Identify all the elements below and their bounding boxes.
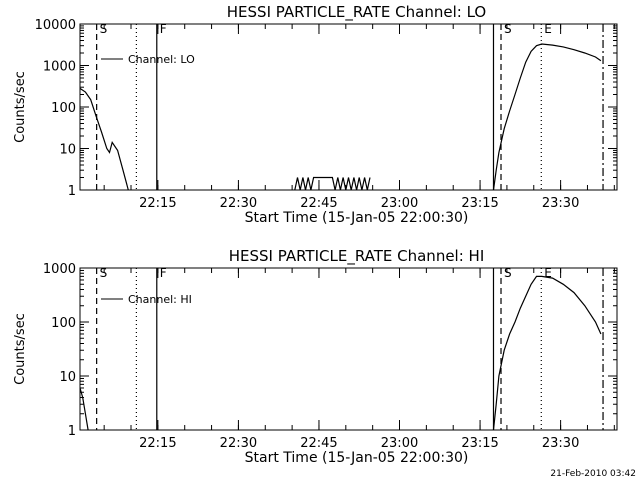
panel2-ytick-label: 1 xyxy=(68,424,76,439)
panel2-ylabel: Counts/sec xyxy=(13,313,28,385)
panel1-xtick-label: 23:15 xyxy=(461,196,498,211)
panel1-xtick-label: 22:45 xyxy=(300,196,337,211)
panel2-xtick-label: 23:00 xyxy=(381,436,418,451)
panel2-xtick-label: 22:30 xyxy=(220,436,257,451)
panel1-marker-label: E xyxy=(544,22,552,36)
panel1-axes-frame xyxy=(79,23,618,191)
panel2-legend-label: Channel: HI xyxy=(128,293,192,306)
panel2-ytick-label: 100 xyxy=(51,316,76,331)
panel2-series-line-1 xyxy=(79,387,89,431)
panel1-ytick-label: 1000 xyxy=(43,60,76,75)
panel2-ytick-label: 1000 xyxy=(43,262,76,277)
panel1-ytick-label: 100 xyxy=(51,101,76,116)
panel1-marker-label: F xyxy=(160,22,167,36)
panel1-ytick-label: 1 xyxy=(68,184,76,199)
panel2-ytick-label: 10 xyxy=(59,370,76,385)
panel2-xlabel: Start Time (15-Jan-05 22:00:30) xyxy=(245,450,469,466)
panel2-title: HESSI PARTICLE_RATE Channel: HI xyxy=(229,247,485,266)
panel1-xtick-label: 23:30 xyxy=(542,196,579,211)
panel1-ytick-label: 10000 xyxy=(35,18,76,33)
panel1-series-line-1 xyxy=(79,87,129,191)
panel1-series-line-2 xyxy=(294,176,371,191)
panel1-ytick-label: 10 xyxy=(59,143,76,158)
panel1-marker-label: S xyxy=(100,22,108,36)
footer-timestamp: 21-Feb-2010 03:42 xyxy=(550,469,636,479)
panel1-marker-label: S xyxy=(504,22,512,36)
panel2-xtick-label: 22:15 xyxy=(139,436,176,451)
panel1-legend-label: Channel: LO xyxy=(128,53,195,66)
panel2-xtick-label: 23:30 xyxy=(542,436,579,451)
panel2-marker-label: E xyxy=(544,266,552,280)
panel2-xtick-label: 22:45 xyxy=(300,436,337,451)
panel2-series-line-2 xyxy=(492,275,602,431)
panel1-title: HESSI PARTICLE_RATE Channel: LO xyxy=(227,3,486,22)
panel1-xtick-label: 22:30 xyxy=(220,196,257,211)
panel1-xtick-label: 22:15 xyxy=(139,196,176,211)
panel1-ylabel: Counts/sec xyxy=(13,71,28,143)
panel1-xtick-label: 23:00 xyxy=(381,196,418,211)
panel2-marker-label: S xyxy=(100,266,108,280)
panel2-marker-label: S xyxy=(504,266,512,280)
panel2-marker-label: F xyxy=(160,266,167,280)
panel2-xtick-label: 23:15 xyxy=(461,436,498,451)
panel1-series-line-3 xyxy=(492,43,602,191)
panel1-xlabel: Start Time (15-Jan-05 22:00:30) xyxy=(245,210,469,226)
panel2-axes-frame xyxy=(79,267,618,431)
